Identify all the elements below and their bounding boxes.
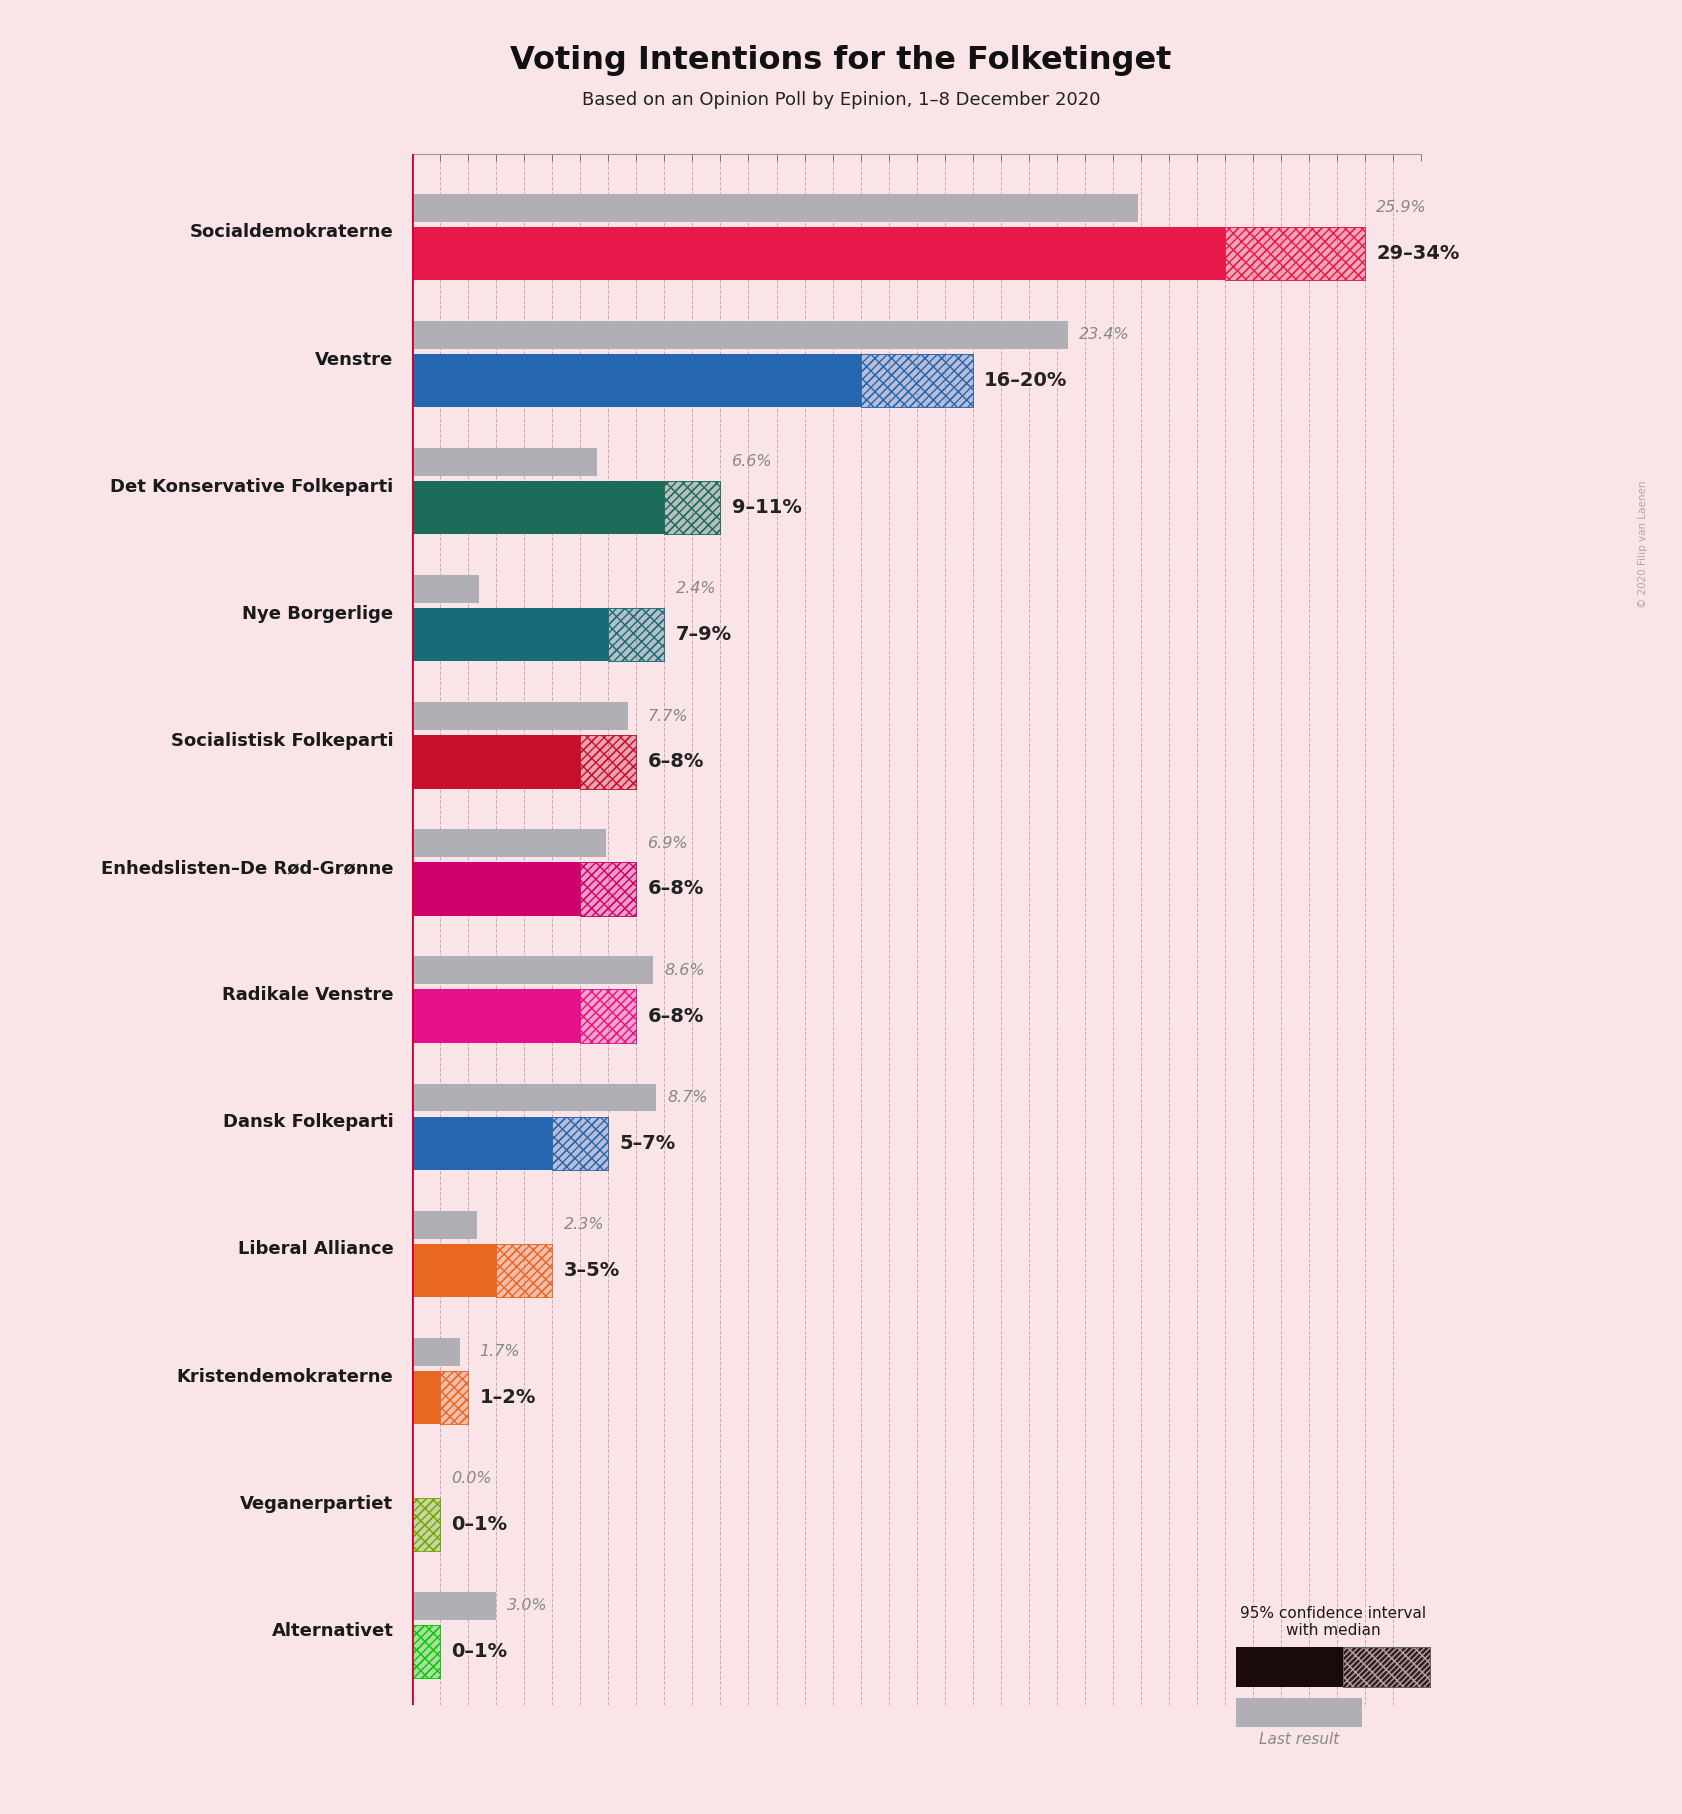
- Text: 8.7%: 8.7%: [668, 1090, 708, 1105]
- Bar: [664, 481, 720, 535]
- Text: 7–9%: 7–9%: [676, 626, 732, 644]
- Text: 9–11%: 9–11%: [732, 499, 802, 517]
- Bar: [552, 1117, 609, 1170]
- Bar: [609, 608, 664, 662]
- Text: 6–8%: 6–8%: [648, 1007, 705, 1025]
- Bar: [664, 481, 720, 535]
- Text: 29–34%: 29–34%: [1376, 243, 1460, 263]
- Bar: [412, 829, 606, 858]
- Text: Voting Intentions for the Folketinget: Voting Intentions for the Folketinget: [510, 45, 1172, 76]
- Bar: [552, 1117, 609, 1170]
- Text: 0–1%: 0–1%: [451, 1515, 508, 1535]
- Bar: [552, 1117, 609, 1170]
- Bar: [412, 862, 580, 916]
- Bar: [412, 1498, 441, 1551]
- Bar: [609, 608, 664, 662]
- Bar: [580, 735, 636, 789]
- Text: Last result: Last result: [1260, 1732, 1339, 1747]
- Text: 25.9%: 25.9%: [1376, 200, 1428, 216]
- Text: 3.0%: 3.0%: [508, 1598, 548, 1613]
- Bar: [412, 194, 1139, 221]
- Bar: [441, 1371, 468, 1424]
- Bar: [412, 1244, 496, 1297]
- Bar: [412, 735, 580, 789]
- Bar: [412, 956, 653, 985]
- Bar: [412, 1083, 656, 1112]
- Text: 6–8%: 6–8%: [648, 753, 705, 771]
- Bar: [412, 1498, 441, 1551]
- Text: 16–20%: 16–20%: [984, 372, 1068, 390]
- Bar: [441, 1371, 468, 1424]
- Bar: [412, 1337, 459, 1366]
- Bar: [861, 354, 972, 406]
- Bar: [412, 448, 597, 475]
- Bar: [412, 1625, 441, 1678]
- Text: 0–1%: 0–1%: [451, 1642, 508, 1662]
- Bar: [664, 481, 720, 535]
- Bar: [412, 575, 479, 602]
- Text: 2.3%: 2.3%: [563, 1217, 604, 1232]
- Bar: [580, 862, 636, 916]
- Bar: [412, 1625, 441, 1678]
- Bar: [580, 989, 636, 1043]
- Text: 0.0%: 0.0%: [451, 1471, 491, 1486]
- Bar: [861, 354, 972, 406]
- Bar: [496, 1244, 552, 1297]
- Text: 1.7%: 1.7%: [479, 1344, 520, 1359]
- Bar: [412, 1210, 476, 1239]
- Bar: [1224, 227, 1366, 279]
- Bar: [412, 1117, 552, 1170]
- Text: 3–5%: 3–5%: [563, 1261, 619, 1281]
- Bar: [496, 1244, 552, 1297]
- Text: 6–8%: 6–8%: [648, 880, 705, 898]
- Bar: [580, 989, 636, 1043]
- Text: 23.4%: 23.4%: [1080, 327, 1130, 343]
- Bar: [412, 989, 580, 1043]
- Bar: [412, 354, 861, 406]
- Text: © 2020 Filip van Laenen: © 2020 Filip van Laenen: [1638, 481, 1648, 608]
- Text: 95% confidence interval
with median: 95% confidence interval with median: [1240, 1605, 1426, 1638]
- Bar: [580, 862, 636, 916]
- Text: 5–7%: 5–7%: [619, 1134, 676, 1152]
- Bar: [412, 608, 609, 662]
- Bar: [441, 1371, 468, 1424]
- Bar: [609, 608, 664, 662]
- Bar: [580, 735, 636, 789]
- Text: 6.6%: 6.6%: [732, 454, 772, 470]
- Bar: [412, 321, 1068, 348]
- Bar: [412, 481, 664, 535]
- Text: 6.9%: 6.9%: [648, 836, 688, 851]
- Bar: [412, 1498, 441, 1551]
- Bar: [412, 1593, 496, 1620]
- Text: 1–2%: 1–2%: [479, 1388, 537, 1408]
- Text: 8.6%: 8.6%: [664, 963, 705, 978]
- Bar: [580, 989, 636, 1043]
- Text: Based on an Opinion Poll by Epinion, 1–8 December 2020: Based on an Opinion Poll by Epinion, 1–8…: [582, 91, 1100, 109]
- Bar: [412, 227, 1224, 279]
- Bar: [496, 1244, 552, 1297]
- Bar: [412, 1625, 441, 1678]
- Bar: [580, 862, 636, 916]
- Bar: [1224, 227, 1366, 279]
- Bar: [412, 702, 627, 729]
- Bar: [580, 735, 636, 789]
- Bar: [412, 1371, 441, 1424]
- Bar: [861, 354, 972, 406]
- Text: 7.7%: 7.7%: [648, 709, 688, 724]
- Text: 2.4%: 2.4%: [676, 582, 717, 597]
- Bar: [1224, 227, 1366, 279]
